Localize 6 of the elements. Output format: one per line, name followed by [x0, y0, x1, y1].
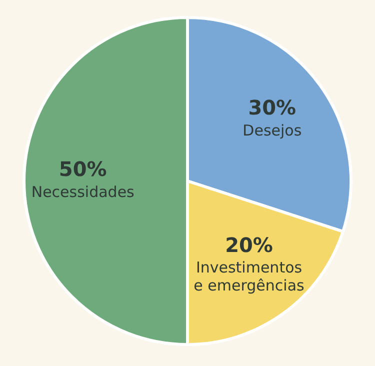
slice-label: Necessidades	[31, 182, 135, 201]
slice-label: Desejos	[242, 121, 302, 140]
data-label: 20%	[225, 232, 273, 257]
data-label: 50%	[58, 157, 107, 182]
data-label: 30%	[248, 96, 296, 120]
slice-label: Investimentos e emergências	[194, 258, 305, 295]
